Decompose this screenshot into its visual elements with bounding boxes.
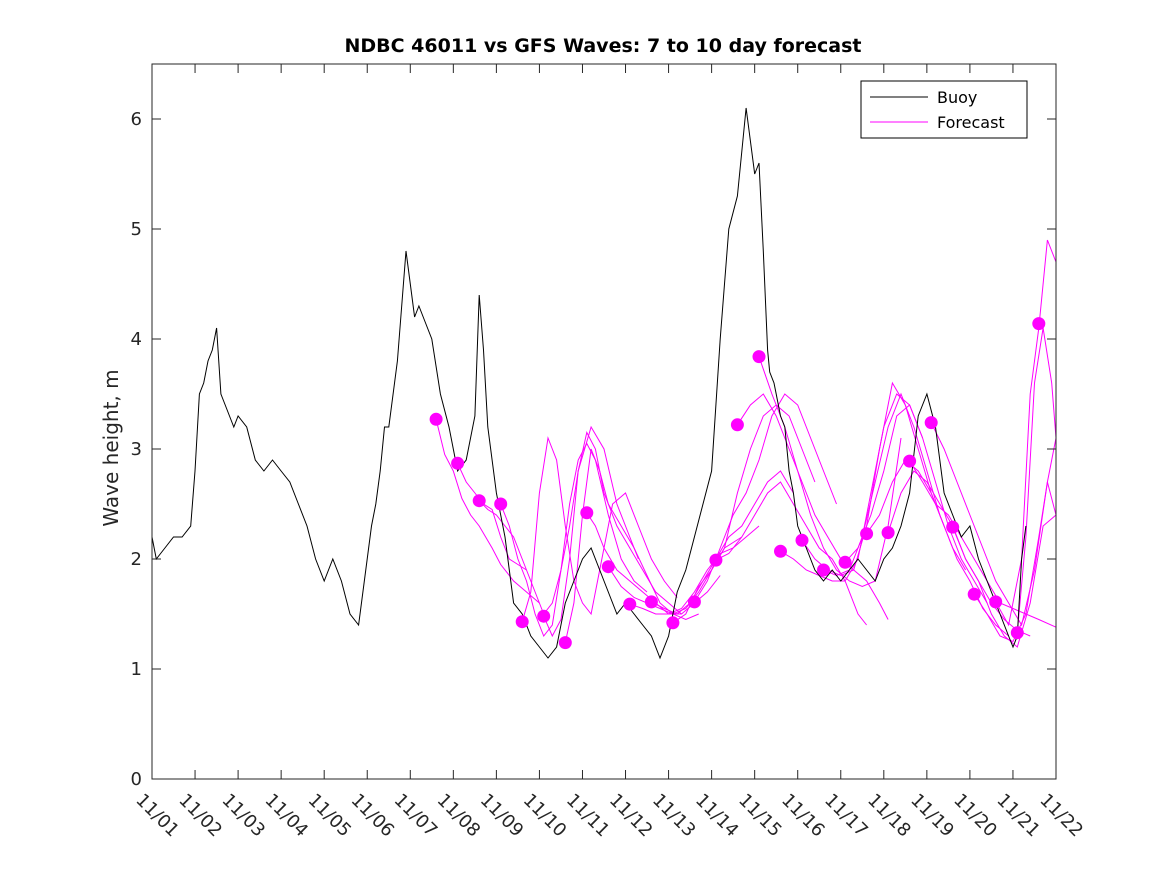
- plot-area: [151, 64, 1057, 779]
- forecast-line-16: [780, 393, 924, 582]
- forecast-start-marker-1: [451, 456, 465, 470]
- forecast-start-marker-7: [580, 506, 594, 520]
- forecast-line-24: [952, 514, 1057, 648]
- forecast-line-22: [909, 460, 1057, 628]
- buoy-line: [151, 107, 1027, 660]
- y-tick-label: 5: [131, 219, 142, 240]
- forecast-start-marker-11: [666, 616, 680, 630]
- forecast-start-marker-12: [687, 595, 701, 609]
- forecast-start-marker-9: [623, 597, 637, 611]
- forecast-start-marker-6: [558, 636, 572, 650]
- forecast-start-marker-21: [881, 526, 895, 540]
- forecast-line-9: [629, 525, 760, 615]
- forecast-start-marker-5: [537, 609, 551, 623]
- forecast-start-marker-14: [730, 418, 744, 432]
- forecast-start-marker-2: [472, 494, 486, 508]
- axes-background: [152, 64, 1056, 779]
- y-tick-label: 4: [131, 329, 142, 350]
- forecast-line-3: [500, 442, 648, 637]
- y-tick-label: 1: [131, 659, 142, 680]
- forecast-line-10: [651, 470, 794, 615]
- forecast-line-11: [672, 404, 816, 624]
- y-tick-label: 0: [131, 769, 142, 790]
- forecast-start-marker-10: [644, 595, 658, 609]
- forecast-start-marker-22: [903, 454, 917, 468]
- forecast-line-0: [435, 419, 540, 604]
- forecast-start-marker-17: [795, 533, 809, 547]
- forecast-line-4: [521, 436, 678, 622]
- forecast-start-marker-18: [817, 563, 830, 577]
- forecast-line-14: [736, 393, 889, 620]
- legend-label-forecast: Forecast: [937, 113, 1005, 132]
- forecast-line-19: [844, 404, 988, 604]
- forecast-start-marker-28: [1032, 317, 1046, 331]
- forecast-line-2: [478, 425, 639, 615]
- forecast-start-marker-15: [752, 350, 766, 364]
- legend: Buoy Forecast: [860, 80, 1028, 139]
- forecast-start-marker-3: [494, 497, 508, 511]
- y-tick-label: 6: [131, 109, 142, 130]
- forecast-line-26: [995, 239, 1057, 627]
- forecast-start-marker-27: [1010, 626, 1024, 640]
- forecast-start-marker-13: [709, 553, 723, 567]
- forecast-start-marker-24: [946, 520, 960, 534]
- forecast-start-marker-4: [515, 615, 529, 629]
- forecast-start-marker-0: [429, 412, 443, 426]
- axes-frame: [151, 63, 1057, 780]
- forecast-line-1: [457, 463, 527, 571]
- legend-label-buoy: Buoy: [937, 88, 977, 107]
- chart-title: NDBC 46011 vs GFS Waves: 7 to 10 day for…: [344, 35, 861, 57]
- forecast-line-23: [930, 422, 1057, 627]
- y-axis-label: Wave height, m: [99, 369, 123, 526]
- forecast-start-marker-19: [838, 555, 852, 569]
- legend-box: [860, 80, 1028, 139]
- y-tick-label: 2: [131, 549, 142, 570]
- forecast-start-marker-26: [989, 595, 1003, 609]
- forecast-start-marker-20: [860, 527, 874, 541]
- forecast-start-marker-23: [924, 416, 938, 430]
- forecast-start-marker-25: [967, 587, 981, 601]
- forecast-line-12: [693, 393, 837, 603]
- forecast-start-marker-16: [774, 544, 787, 558]
- forecast-line-27: [1016, 327, 1057, 633]
- forecast-start-marker-8: [601, 560, 615, 574]
- y-tick-label: 3: [131, 439, 142, 460]
